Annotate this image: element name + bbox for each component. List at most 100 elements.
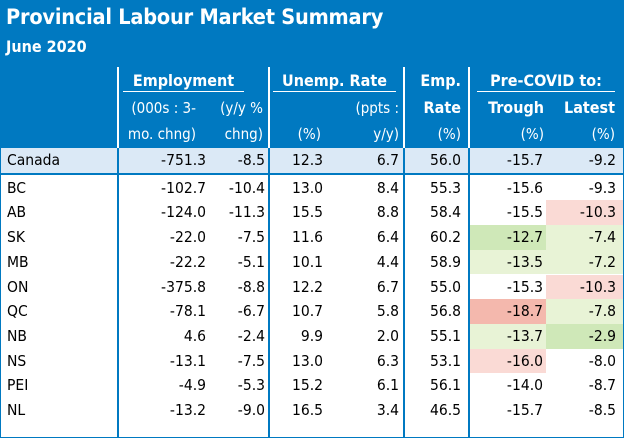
province-label: NB [7, 326, 27, 345]
header-divider [468, 67, 470, 148]
header-divider [403, 67, 405, 148]
cell-emp-rate: 55.0 [429, 277, 461, 296]
table-header: Provincial Labour Market Summary June 20… [1, 1, 623, 148]
cell-unemp-chg: 4.4 [376, 252, 399, 271]
trough-header: Trough [488, 98, 544, 117]
emp-change-header-line1: (000s : 3- [131, 99, 196, 117]
cell-unemp: 15.2 [291, 376, 323, 395]
cell-latest: -9.3 [588, 178, 616, 197]
cell-latest: -7.4 [588, 228, 616, 247]
cell-emp-rate: 56.1 [429, 376, 461, 395]
unemp-rate-header: Unemp. Rate [273, 73, 396, 92]
cell-latest: -9.2 [588, 151, 616, 169]
cell-trough: -15.7 [506, 151, 543, 169]
cell-trough: -13.5 [506, 252, 543, 271]
cell-highlight [546, 274, 623, 300]
cell-unemp: 11.6 [291, 228, 323, 247]
cell-emp-chg: 4.6 [183, 326, 206, 345]
cell-highlight [546, 299, 623, 324]
latest-header: Latest [564, 98, 615, 117]
cell-trough: -14.0 [506, 376, 543, 395]
cell-emp-chg: -102.7 [161, 178, 206, 197]
cell-highlight [468, 225, 546, 250]
cell-emp-rate: 56.8 [429, 302, 461, 321]
cell-emp-chg: -78.1 [169, 302, 206, 321]
cell-emp-yy: -5.1 [237, 252, 265, 271]
unemp-rate-pct-header: (%) [297, 125, 321, 143]
cell-unemp: 13.0 [291, 178, 323, 197]
province-label: Canada [7, 151, 61, 169]
cell-emp-rate: 58.4 [429, 203, 461, 222]
cell-emp-chg: -4.9 [178, 376, 206, 395]
cell-emp-yy: -7.5 [237, 228, 265, 247]
province-label: BC [7, 178, 27, 197]
table-title: Provincial Labour Market Summary [6, 5, 384, 30]
cell-latest: -10.3 [579, 277, 616, 296]
cell-unemp-chg: 2.0 [376, 326, 399, 345]
province-label: NL [7, 401, 26, 419]
table-subtitle: June 2020 [6, 37, 87, 56]
cell-emp-yy: -7.5 [237, 351, 265, 370]
cell-highlight [468, 323, 546, 349]
cell-unemp-chg: 6.3 [376, 351, 399, 370]
cell-unemp: 13.0 [291, 351, 323, 370]
header-divider [268, 67, 270, 148]
cell-unemp-chg: 8.8 [376, 203, 399, 222]
cell-emp-chg: -22.2 [169, 252, 206, 271]
column-divider [268, 148, 270, 437]
cell-unemp-chg: 5.8 [376, 302, 399, 321]
cell-trough: -15.7 [506, 401, 543, 419]
table-row: AB -124.0 -11.3 15.5 8.8 58.4 -15.5 -10.3 [1, 200, 623, 226]
table-row: BC -102.7 -10.4 13.0 8.4 55.3 -15.6 -9.3 [1, 176, 623, 201]
cell-unemp-chg: 6.1 [376, 376, 399, 395]
cell-trough: -16.0 [506, 351, 543, 370]
cell-emp-chg: -13.2 [169, 401, 206, 419]
cell-emp-chg: -751.3 [161, 151, 206, 169]
cell-trough: -15.3 [506, 277, 543, 296]
emp-yy-header-line2: chng) [224, 125, 263, 143]
province-label: QC [7, 302, 28, 321]
cell-unemp: 10.1 [291, 252, 323, 271]
cell-unemp-chg: 6.7 [376, 151, 399, 169]
cell-emp-chg: -22.0 [169, 228, 206, 247]
employment-header: Employment [123, 73, 244, 92]
cell-emp-yy: -8.8 [237, 277, 265, 296]
table-row: QC -78.1 -6.7 10.7 5.8 56.8 -18.7 -7.8 [1, 299, 623, 324]
unemp-change-header-line2: y/y) [373, 125, 399, 143]
column-divider [468, 148, 470, 437]
latest-pct-header: (%) [591, 125, 615, 143]
cell-highlight [546, 323, 623, 349]
column-divider [403, 148, 405, 437]
cell-trough: -15.6 [506, 178, 543, 197]
cell-unemp: 12.3 [291, 151, 323, 169]
cell-emp-yy: -9.0 [237, 401, 265, 419]
cell-emp-rate: 46.5 [429, 401, 461, 419]
column-divider [117, 148, 119, 437]
cell-highlight [546, 225, 623, 250]
canada-divider [1, 173, 623, 176]
cell-trough: -13.7 [506, 326, 543, 345]
emp-rate-header-line1: Emp. [420, 71, 461, 90]
precovid-header: Pre-COVID to: [477, 73, 615, 92]
cell-emp-yy: -5.3 [237, 376, 265, 395]
cell-latest: -10.3 [579, 203, 616, 222]
emp-change-header-line2: mo. chng) [127, 125, 196, 143]
province-label: PEI [7, 376, 29, 395]
cell-latest: -8.7 [588, 376, 616, 395]
cell-latest: -8.0 [588, 351, 616, 370]
cell-emp-chg: -375.8 [161, 277, 206, 296]
cell-emp-rate: 53.1 [429, 351, 461, 370]
table-row: ON -375.8 -8.8 12.2 6.7 55.0 -15.3 -10.3 [1, 274, 623, 300]
cell-unemp-chg: 8.4 [376, 178, 399, 197]
cell-latest: -7.2 [588, 252, 616, 271]
cell-highlight [546, 200, 623, 226]
cell-highlight [468, 299, 546, 324]
table-row: SK -22.0 -7.5 11.6 6.4 60.2 -12.7 -7.4 [1, 225, 623, 250]
cell-trough: -12.7 [506, 228, 543, 247]
cell-emp-yy: -2.4 [237, 326, 265, 345]
cell-emp-yy: -8.5 [237, 151, 265, 169]
cell-unemp: 15.5 [291, 203, 323, 222]
cell-latest: -7.8 [588, 302, 616, 321]
cell-emp-rate: 56.0 [429, 151, 461, 169]
